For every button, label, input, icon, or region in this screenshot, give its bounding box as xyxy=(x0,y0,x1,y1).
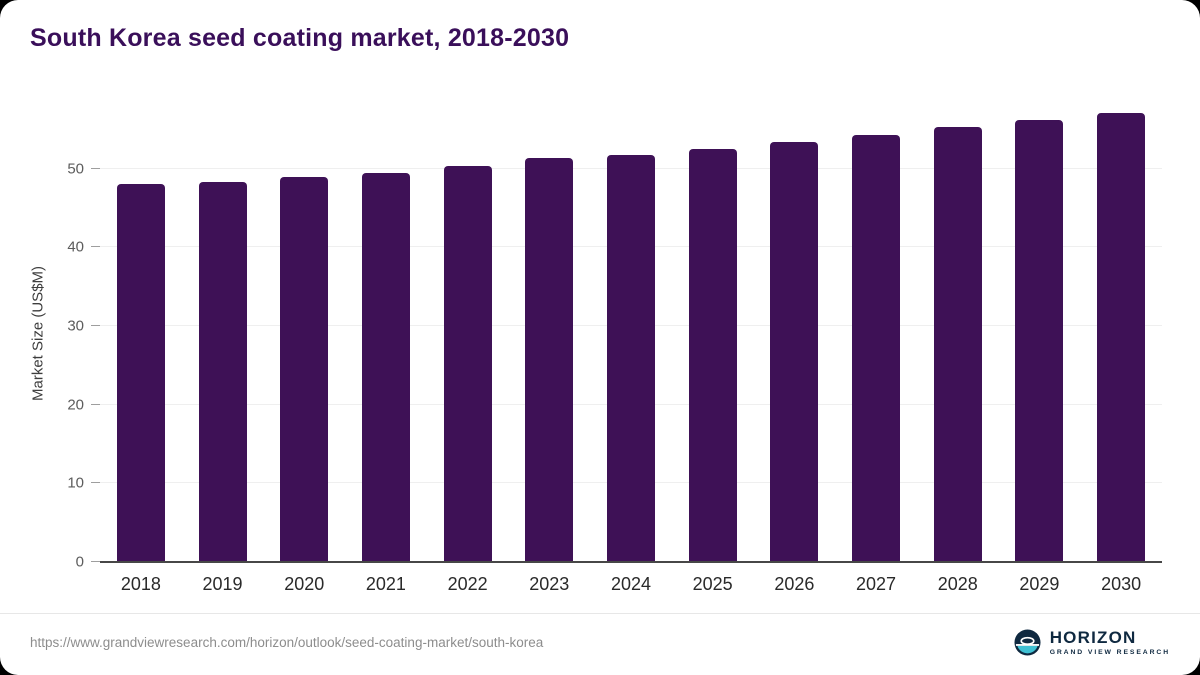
chart-area: Market Size (US$M) 0 10 20 30 40 50 xyxy=(0,104,1200,571)
logo-subtext: GRAND VIEW RESEARCH xyxy=(1049,648,1170,656)
x-tick-label: 2027 xyxy=(856,574,897,594)
logo-name: HORIZON xyxy=(1049,628,1137,648)
bar-2020 xyxy=(280,177,329,562)
x-tick-label: 2019 xyxy=(202,574,243,594)
bar-2028 xyxy=(933,126,982,562)
y-tick-label: 50 xyxy=(67,160,84,178)
bar-2030 xyxy=(1097,113,1146,562)
plot-region: 0 10 20 30 40 50 xyxy=(67,104,1162,571)
bar-2021 xyxy=(361,173,410,562)
bar-slot xyxy=(427,104,509,562)
bar-2023 xyxy=(525,157,574,562)
x-tick-label: 2025 xyxy=(692,574,733,594)
x-tick-label: 2020 xyxy=(284,574,325,594)
x-tick-label: 2024 xyxy=(610,574,651,594)
page-title: South Korea seed coating market, 2018-20… xyxy=(30,24,570,52)
y-tick-label: 30 xyxy=(67,317,84,335)
bar-slot xyxy=(100,104,182,562)
y-tick-mark xyxy=(91,246,100,248)
bar-slot xyxy=(835,104,917,562)
x-tick-label: 2023 xyxy=(529,574,570,594)
bar-2022 xyxy=(443,166,492,562)
x-tick-label: 2029 xyxy=(1019,574,1060,594)
bar-slot xyxy=(508,104,590,562)
bar-slot xyxy=(263,104,345,562)
bar-slot xyxy=(182,104,264,562)
bar-2029 xyxy=(1015,119,1064,562)
y-tick-mark xyxy=(91,324,100,326)
y-tick-mark xyxy=(91,403,100,405)
bars-group xyxy=(100,104,1162,562)
logo-text-block: HORIZON GRAND VIEW RESEARCH xyxy=(1050,629,1170,656)
bar-2025 xyxy=(688,148,737,562)
bar-2026 xyxy=(770,141,819,562)
bar-slot xyxy=(345,104,427,562)
x-axis-labels: 2018 2019 2020 2021 2022 2023 2024 2025 2026 2027… xyxy=(100,574,1162,595)
y-tick-label: 0 xyxy=(75,553,84,571)
y-tick-label: 10 xyxy=(67,474,84,492)
y-tick-label: 40 xyxy=(67,238,84,256)
source-url: https://www.grandviewresearch.com/horizo… xyxy=(30,635,544,650)
bar-2019 xyxy=(198,181,247,562)
y-tick-mark xyxy=(91,482,100,484)
y-tick-label: 20 xyxy=(67,396,84,414)
horizon-logo: HORIZON GRAND VIEW RESEARCH xyxy=(1014,629,1170,656)
x-tick-label: 2028 xyxy=(937,574,978,594)
bar-slot xyxy=(917,104,999,562)
bar-slot xyxy=(999,104,1081,562)
bar-2024 xyxy=(606,155,655,562)
x-tick-label: 2030 xyxy=(1101,574,1142,594)
y-tick-mark xyxy=(91,561,100,562)
y-axis-title: Market Size (US$M) xyxy=(29,265,47,401)
x-tick-label: 2026 xyxy=(774,574,815,594)
bar-slot xyxy=(590,104,672,562)
bar-slot xyxy=(672,104,754,562)
bar-2018 xyxy=(116,184,165,562)
y-tick-mark xyxy=(91,167,100,169)
x-tick-label: 2021 xyxy=(365,574,406,594)
bar-2027 xyxy=(852,134,901,562)
x-tick-label: 2022 xyxy=(447,574,488,594)
bar-slot xyxy=(1080,104,1162,562)
x-tick-label: 2018 xyxy=(120,574,161,594)
bar-slot xyxy=(754,104,836,562)
horizon-logo-icon xyxy=(1014,629,1041,656)
footer: https://www.grandviewresearch.com/horizo… xyxy=(0,613,1200,675)
